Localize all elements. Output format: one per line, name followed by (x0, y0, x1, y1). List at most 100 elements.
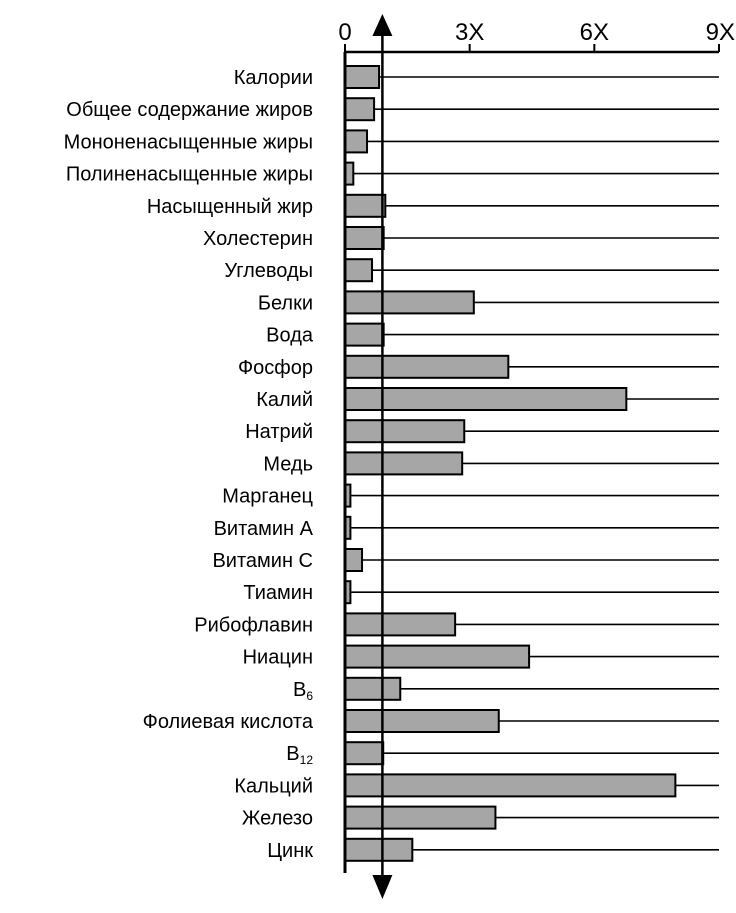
row-10: Калий (256, 387, 719, 411)
category-label-text: Углеводы (224, 260, 313, 282)
row-6: Углеводы (224, 258, 719, 283)
category-label-text: B (293, 679, 306, 701)
category-label-text: Тиамин (243, 582, 313, 604)
row-0: Калории (234, 65, 719, 89)
tick-label: 9X (706, 19, 735, 46)
category-label: Общее содержание жиров (66, 99, 313, 121)
category-label: Натрий (245, 421, 313, 443)
bar (344, 419, 466, 444)
bar (344, 258, 374, 283)
category-label-text: Цинк (267, 840, 313, 862)
bar (344, 805, 497, 830)
reference-arrow-up (372, 14, 393, 36)
bar (344, 65, 381, 89)
bar (344, 612, 457, 637)
category-label: Насыщенный жир (147, 196, 313, 218)
row-22: Кальций (234, 773, 719, 798)
tick-label: 6X (580, 19, 609, 46)
category-label: Белки (258, 292, 313, 314)
bar (344, 387, 628, 411)
category-label: Марганец (222, 486, 313, 508)
tick-label: 3X (455, 19, 484, 46)
category-label: Калории (234, 67, 313, 89)
category-label-text: Калий (256, 389, 313, 411)
row-8: Вода (266, 322, 719, 347)
category-label-text: Железо (242, 808, 313, 830)
category-label-text: Кальций (234, 775, 313, 797)
category-label: Медь (263, 453, 313, 475)
category-label: Ниацин (243, 647, 313, 669)
row-16: Тиамин (243, 580, 719, 605)
category-label-text: Медь (263, 453, 313, 475)
category-label-text: Белки (258, 292, 313, 314)
row-4: Насыщенный жир (147, 193, 719, 218)
category-label-text: Насыщенный жир (147, 196, 313, 218)
row-7: Белки (258, 290, 719, 315)
bar (344, 676, 402, 701)
row-13: Марганец (222, 483, 719, 508)
category-label: Железо (242, 808, 313, 830)
row-23: Железо (242, 805, 719, 830)
chart-axes: 0 3X 6X 9X (338, 14, 735, 899)
row-21: B12 (286, 741, 719, 767)
category-label: Калий (256, 389, 313, 411)
category-label: Витамин А (214, 518, 314, 540)
category-label-subscript: 12 (300, 753, 314, 767)
row-17: Рибофлавин (194, 612, 719, 637)
bar (344, 226, 385, 250)
category-label-text: Фосфор (238, 357, 313, 379)
category-label-text: Ниацин (243, 647, 313, 669)
category-label-text: B (286, 743, 299, 765)
row-9: Фосфор (238, 354, 719, 379)
category-label-text: Фолиевая кислота (143, 711, 314, 733)
row-3: Полиненасыщенные жиры (66, 161, 719, 186)
category-label: Мононенасыщенные жиры (64, 131, 313, 153)
category-label-text: Натрий (245, 421, 313, 443)
row-18: Ниацин (243, 644, 719, 669)
bar (344, 97, 376, 122)
category-label: Фосфор (238, 357, 313, 379)
row-19: B6 (293, 676, 719, 703)
category-label: B6 (293, 679, 313, 703)
category-label: Цинк (267, 840, 313, 862)
bar (344, 548, 364, 572)
category-label: B12 (286, 743, 313, 767)
reference-arrow-down (372, 875, 393, 899)
category-label-text: Рибофлавин (194, 614, 313, 636)
row-20: Фолиевая кислота (143, 709, 719, 733)
category-label: Рибофлавин (194, 614, 313, 636)
row-15: Витамин С (212, 548, 719, 572)
tick-label: 0 (338, 19, 351, 46)
row-14: Витамин А (214, 515, 719, 540)
category-label-text: Витамин С (212, 550, 313, 572)
chart-rows: Калории Общее содержание жиров Мононенасыщ… (64, 65, 719, 862)
category-label-text: Вода (266, 325, 314, 347)
category-label: Тиамин (243, 582, 313, 604)
category-label-subscript: 6 (306, 689, 313, 703)
row-12: Медь (263, 451, 719, 476)
category-label-text: Холестерин (203, 228, 313, 250)
category-label: Вода (266, 325, 314, 347)
category-label: Кальций (234, 775, 313, 797)
category-label-text: Общее содержание жиров (66, 99, 313, 121)
category-label-text: Полиненасыщенные жиры (66, 164, 313, 186)
bar (344, 773, 677, 798)
category-label: Фолиевая кислота (143, 711, 314, 733)
row-1: Общее содержание жиров (66, 97, 719, 122)
category-label-text: Мононенасыщенные жиры (64, 131, 313, 153)
row-5: Холестерин (203, 226, 719, 250)
category-label: Углеводы (224, 260, 313, 282)
category-label-text: Калории (234, 67, 313, 89)
bar (344, 354, 510, 379)
category-label: Холестерин (203, 228, 313, 250)
bar (344, 644, 531, 669)
bar (344, 451, 464, 476)
category-label-text: Марганец (222, 486, 313, 508)
bar (344, 290, 475, 315)
bar (344, 741, 385, 766)
bar (344, 129, 369, 154)
row-2: Мононенасыщенные жиры (64, 129, 719, 154)
bar (344, 322, 385, 347)
row-24: Цинк (267, 837, 719, 862)
